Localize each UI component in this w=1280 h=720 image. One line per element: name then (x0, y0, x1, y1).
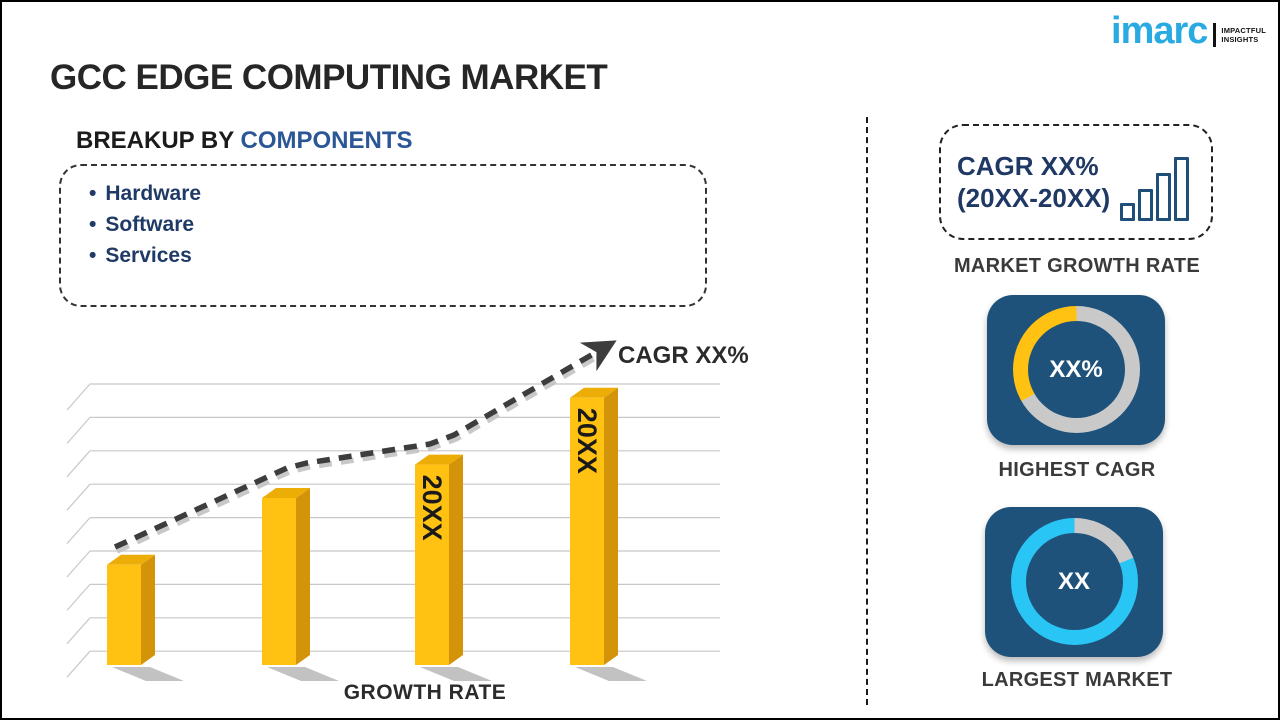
breakup-heading-highlight: COMPONENTS (240, 127, 413, 154)
cagr-period: (20XX-20XX) (957, 183, 1111, 213)
logo-tagline: IMPACTFUL INSIGHTS (1221, 26, 1266, 44)
list-item-hardware: Hardware (89, 178, 705, 209)
svg-text:20XX: 20XX (572, 408, 602, 474)
largest-market-value: XX (1057, 567, 1090, 595)
highest-cagr-value: XX% (1049, 355, 1103, 383)
highest-cagr-caption: HIGHEST CAGR (998, 459, 1156, 481)
list-item-software: Software (89, 209, 705, 240)
components-box: Hardware Software Services (59, 164, 707, 307)
cagr-trend-annotation: CAGR XX% (618, 342, 749, 369)
largest-market-panel: XX (985, 507, 1163, 657)
list-item-services: Services (89, 240, 705, 271)
imarc-logo-text: imarc (1111, 10, 1208, 52)
components-list: Hardware Software Services (61, 178, 705, 271)
imarc-logo: imarc IMPACTFUL INSIGHTS (1111, 12, 1266, 50)
largest-market-donut: XX (1010, 518, 1138, 645)
market-growth-box: CAGR XX% (20XX-20XX) (939, 124, 1213, 240)
x-axis-label: GROWTH RATE (343, 681, 507, 704)
breakup-heading: BREAKUP BY COMPONENTS (76, 127, 413, 154)
page-title: GCC EDGE COMPUTING MARKET (50, 58, 608, 97)
largest-market-caption: LARGEST MARKET (981, 669, 1173, 691)
market-growth-text: CAGR XX% (20XX-20XX) (957, 150, 1110, 214)
highest-cagr-panel: XX% (987, 295, 1165, 445)
section-divider (866, 117, 868, 705)
highest-cagr-donut: XX% (1012, 306, 1140, 433)
bar-chart-icon (1120, 157, 1190, 221)
market-growth-caption: MARKET GROWTH RATE (953, 255, 1201, 277)
cagr-value: CAGR XX% (957, 151, 1099, 181)
donut-hole (1025, 533, 1123, 630)
growth-bar-chart: 20XX 20XX (66, 340, 720, 681)
logo-divider (1213, 23, 1217, 47)
donut-hole (1027, 321, 1125, 418)
svg-text:20XX: 20XX (417, 475, 447, 541)
